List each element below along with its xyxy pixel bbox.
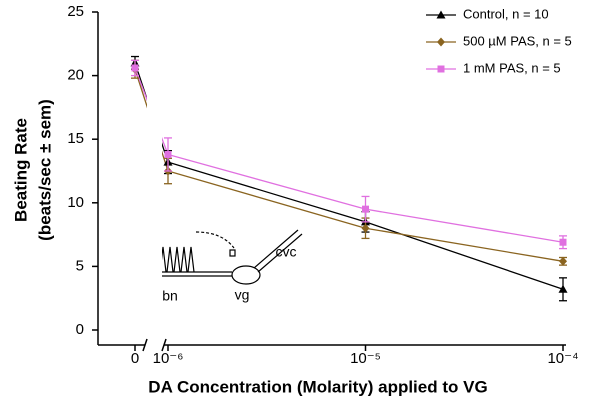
legend-marker — [437, 65, 445, 73]
y-tick-label: 20 — [67, 67, 84, 84]
x-tick-label: 10⁻⁵ — [350, 350, 381, 367]
marker — [131, 64, 139, 72]
x-tick-label: 10⁻⁶ — [153, 350, 184, 367]
axis-break — [142, 338, 148, 352]
legend-label: 1 mM PAS, n = 5 — [463, 60, 561, 75]
series-line — [134, 67, 564, 243]
series-line — [134, 69, 564, 262]
y-tick-label: 5 — [76, 257, 84, 274]
marker — [558, 284, 568, 293]
annotation: vg — [235, 287, 250, 303]
marker — [559, 238, 567, 246]
y-tick-label: 0 — [76, 321, 84, 338]
marker — [559, 256, 567, 266]
axis-gap — [147, 12, 162, 330]
legend-marker — [437, 37, 445, 47]
marker — [361, 223, 370, 233]
legend-marker — [436, 10, 446, 19]
inset-diagram — [152, 229, 303, 285]
annotation: cvc — [276, 244, 297, 260]
y-tick-label: 15 — [67, 130, 84, 147]
x-axis-label: DA Concentration (Molarity) applied to V… — [148, 377, 487, 396]
axis-break — [161, 338, 167, 352]
series-line — [134, 62, 564, 290]
x-tick-label: 10⁻⁴ — [547, 350, 578, 367]
y-axis-label: Beating Rate — [11, 118, 30, 222]
marker — [362, 205, 369, 213]
legend-label: Control, n = 10 — [463, 6, 549, 21]
legend-label: 500 µM PAS, n = 5 — [463, 33, 572, 48]
annotation: bn — [162, 288, 178, 304]
y-tick-label: 10 — [67, 194, 84, 211]
marker — [164, 150, 172, 158]
y-axis-label: (beats/sec ± sem) — [35, 99, 54, 241]
x-tick-label: 0 — [131, 350, 139, 367]
y-tick-label: 25 — [67, 3, 84, 20]
